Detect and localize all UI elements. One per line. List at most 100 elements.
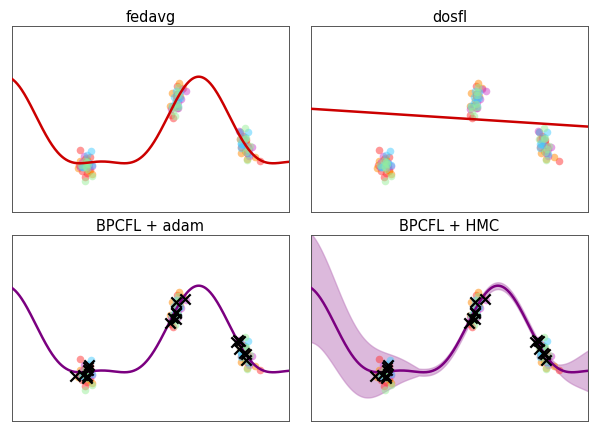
- Point: [530, 338, 540, 345]
- Point: [373, 162, 383, 169]
- Point: [80, 162, 90, 169]
- Point: [74, 162, 83, 169]
- Point: [182, 296, 191, 303]
- Point: [242, 365, 252, 372]
- Point: [384, 153, 394, 160]
- Point: [175, 298, 184, 305]
- Point: [379, 367, 388, 374]
- Point: [472, 299, 482, 306]
- Point: [541, 351, 551, 358]
- Point: [472, 104, 482, 111]
- Point: [242, 142, 252, 149]
- Point: [168, 323, 178, 330]
- Point: [467, 102, 477, 109]
- Point: [165, 319, 175, 326]
- Point: [475, 301, 484, 308]
- Point: [241, 344, 251, 350]
- Point: [542, 338, 552, 345]
- Point: [170, 309, 179, 316]
- Point: [87, 163, 96, 170]
- Point: [466, 111, 475, 118]
- Point: [536, 140, 545, 147]
- Point: [173, 91, 182, 98]
- Point: [236, 353, 245, 359]
- Point: [375, 162, 385, 169]
- Point: [243, 143, 252, 150]
- Point: [168, 103, 177, 110]
- Point: [166, 314, 176, 321]
- Point: [370, 373, 380, 380]
- Point: [536, 150, 545, 157]
- Point: [170, 93, 179, 100]
- Point: [87, 371, 97, 378]
- Point: [86, 357, 96, 364]
- Point: [235, 136, 245, 143]
- Point: [381, 379, 390, 386]
- Point: [77, 164, 87, 171]
- Point: [239, 350, 249, 357]
- Point: [242, 157, 252, 164]
- Point: [181, 295, 190, 302]
- Point: [182, 87, 191, 94]
- Point: [171, 310, 181, 317]
- Point: [535, 337, 544, 344]
- Point: [386, 162, 396, 169]
- Point: [380, 365, 389, 372]
- Point: [381, 159, 391, 166]
- Point: [236, 145, 245, 152]
- Point: [381, 366, 391, 373]
- Point: [174, 288, 184, 295]
- Point: [75, 366, 85, 373]
- Point: [255, 158, 264, 165]
- Point: [472, 95, 482, 102]
- Point: [542, 143, 551, 150]
- Point: [473, 288, 482, 295]
- Point: [83, 157, 92, 164]
- Point: [549, 154, 559, 160]
- Point: [470, 112, 479, 119]
- Point: [167, 313, 176, 319]
- Point: [83, 369, 93, 376]
- Point: [380, 387, 390, 394]
- Point: [241, 344, 250, 351]
- Point: [471, 90, 481, 97]
- Point: [541, 366, 551, 373]
- Point: [542, 365, 551, 372]
- Point: [471, 299, 481, 306]
- Point: [241, 137, 251, 144]
- Point: [244, 150, 254, 157]
- Point: [172, 299, 182, 306]
- Point: [535, 337, 544, 344]
- Point: [244, 355, 253, 362]
- Point: [173, 313, 182, 320]
- Point: [82, 159, 91, 166]
- Point: [470, 310, 479, 317]
- Point: [175, 95, 184, 102]
- Point: [244, 338, 253, 345]
- Point: [247, 353, 257, 360]
- Point: [467, 114, 477, 121]
- Point: [383, 367, 392, 374]
- Point: [472, 104, 482, 111]
- Point: [236, 359, 246, 366]
- Point: [374, 366, 384, 373]
- Point: [542, 150, 551, 157]
- Point: [74, 371, 83, 378]
- Point: [383, 369, 392, 376]
- Point: [235, 345, 245, 352]
- Point: [176, 95, 186, 102]
- Point: [381, 372, 391, 379]
- Point: [241, 347, 250, 354]
- Point: [538, 133, 547, 140]
- Point: [86, 148, 96, 155]
- Point: [469, 93, 478, 100]
- Point: [85, 153, 94, 160]
- Point: [539, 138, 549, 145]
- Point: [173, 104, 182, 111]
- Point: [240, 334, 249, 341]
- Point: [540, 350, 549, 357]
- Point: [173, 99, 182, 106]
- Point: [549, 362, 559, 369]
- Point: [532, 337, 542, 344]
- Point: [472, 300, 482, 307]
